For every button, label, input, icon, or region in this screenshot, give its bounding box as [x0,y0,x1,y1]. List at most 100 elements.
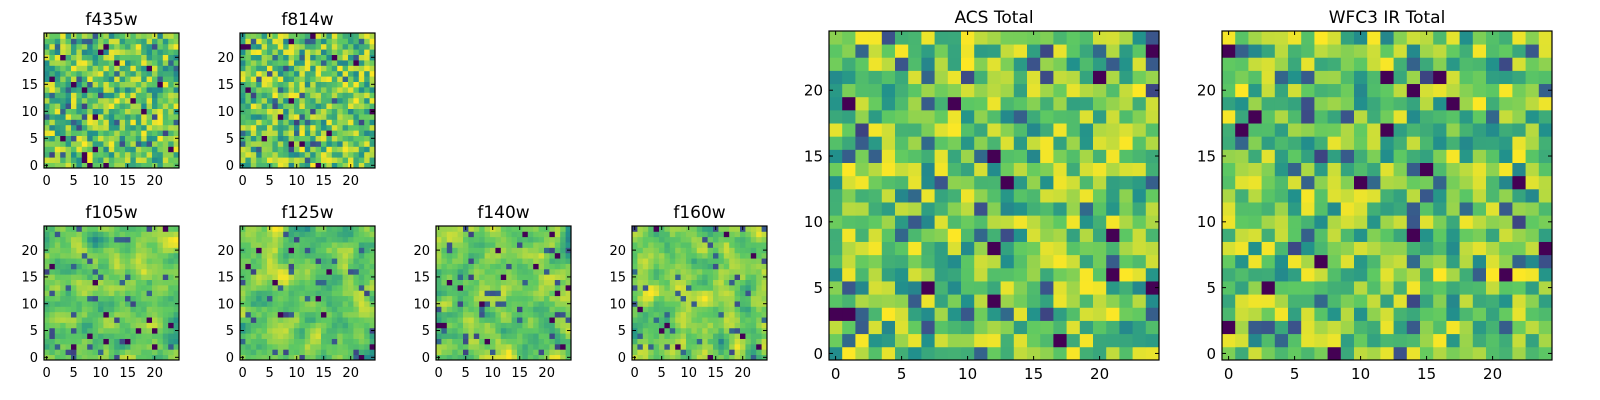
heatmap-cell [81,301,88,307]
heatmap-cell [54,151,61,158]
heatmap-cell [130,157,137,163]
heatmap-cell [1093,346,1107,361]
heatmap-cell [842,123,856,137]
heatmap-cell [1274,267,1289,282]
heatmap-cell [162,135,169,142]
heatmap-cell [81,65,88,72]
heatmap-cell [157,135,164,142]
heatmap-cell [283,38,289,45]
heatmap-cell [321,263,327,270]
heatmap-cell [1248,175,1262,190]
heatmap-cell [294,258,300,264]
heatmap-cell [337,290,343,297]
heatmap-cell [1380,215,1394,229]
heatmap-cell [1512,254,1526,269]
heatmap-cell [272,242,279,248]
heatmap-cell [146,151,153,158]
x-tick-label: 20 [734,366,751,381]
heatmap-cell [1367,281,1381,295]
heatmap-cell [288,135,295,142]
heatmap-cell [92,263,99,270]
heatmap-cell [642,317,649,323]
heatmap-cell [1512,215,1526,229]
heatmap-cell [669,284,676,291]
heatmap-cell [304,65,311,72]
heatmap-cell [1248,162,1262,177]
heatmap-cell [1380,188,1394,203]
heatmap-cell [1053,294,1067,308]
heatmap-cell [162,306,169,313]
heatmap-cell [1261,215,1276,229]
heatmap-cell [1119,228,1133,242]
heatmap-cell [326,343,333,350]
heatmap-cell [1406,281,1421,295]
heatmap-cell [1354,294,1368,308]
heatmap-cell [500,284,507,291]
heatmap-cell [60,76,66,82]
heatmap-cell [331,103,338,109]
heatmap-cell [60,263,66,270]
heatmap-cell [522,279,529,286]
heatmap-cell [740,301,746,307]
heatmap-cell [495,295,502,302]
heatmap-cell [1406,254,1421,269]
heatmap-cell [538,317,545,323]
heatmap-cell [162,119,169,126]
heatmap-cell [745,311,752,318]
heatmap-cell [829,31,843,45]
heatmap-cell [921,228,935,242]
heatmap-cell [310,114,316,120]
heatmap-cell [240,343,246,350]
heatmap-cell [1459,281,1474,295]
heatmap-cell [321,54,327,61]
heatmap-cell [637,268,644,275]
heatmap-cell [157,162,164,169]
heatmap-cell [713,311,719,318]
heatmap-cell [842,149,856,163]
heatmap-cell [761,236,768,243]
heatmap-cell [1420,333,1434,348]
heatmap-cell [108,70,115,77]
heatmap-cell [484,268,491,275]
heatmap-cell [108,284,115,291]
heatmap-cell [256,258,262,264]
heatmap-cell [522,236,529,243]
heatmap-cell [1079,136,1094,150]
heatmap-cell [288,343,295,350]
heatmap-cell [947,254,962,269]
heatmap-cell [1079,346,1094,361]
heatmap-cell [119,226,126,232]
heatmap-cell [947,83,962,98]
heatmap-cell [337,157,343,163]
heatmap-cell [707,268,714,275]
heatmap-cell [98,114,104,120]
heatmap-cell [299,268,306,275]
heatmap-cell [49,108,56,115]
heatmap-cell [173,119,180,126]
heatmap-cell [868,136,883,150]
heatmap-cell [71,290,77,297]
heatmap-cell [337,306,343,313]
heatmap-cell [294,252,300,259]
heatmap-cell [1301,241,1315,256]
heatmap-cell [272,130,279,136]
heatmap-cell [92,301,99,307]
heatmap-cell [934,307,949,321]
heatmap-cell [283,268,289,275]
heatmap-cell [364,274,370,280]
heatmap-cell [669,317,676,323]
heatmap-cell [353,54,360,61]
heatmap-cell [934,215,949,229]
heatmap-cell [304,103,311,109]
heatmap-cell [1486,294,1500,308]
heatmap-cell [745,290,752,297]
heatmap-cell [44,87,50,93]
heatmap-cell [723,274,730,280]
heatmap-cell [1288,320,1302,335]
heatmap-cell [1248,215,1262,229]
heatmap-cell [310,284,316,291]
heatmap-cell [337,327,343,334]
y-tick-label: 5 [226,324,234,339]
heatmap-cell [1053,333,1067,348]
heatmap-cell [353,268,360,275]
